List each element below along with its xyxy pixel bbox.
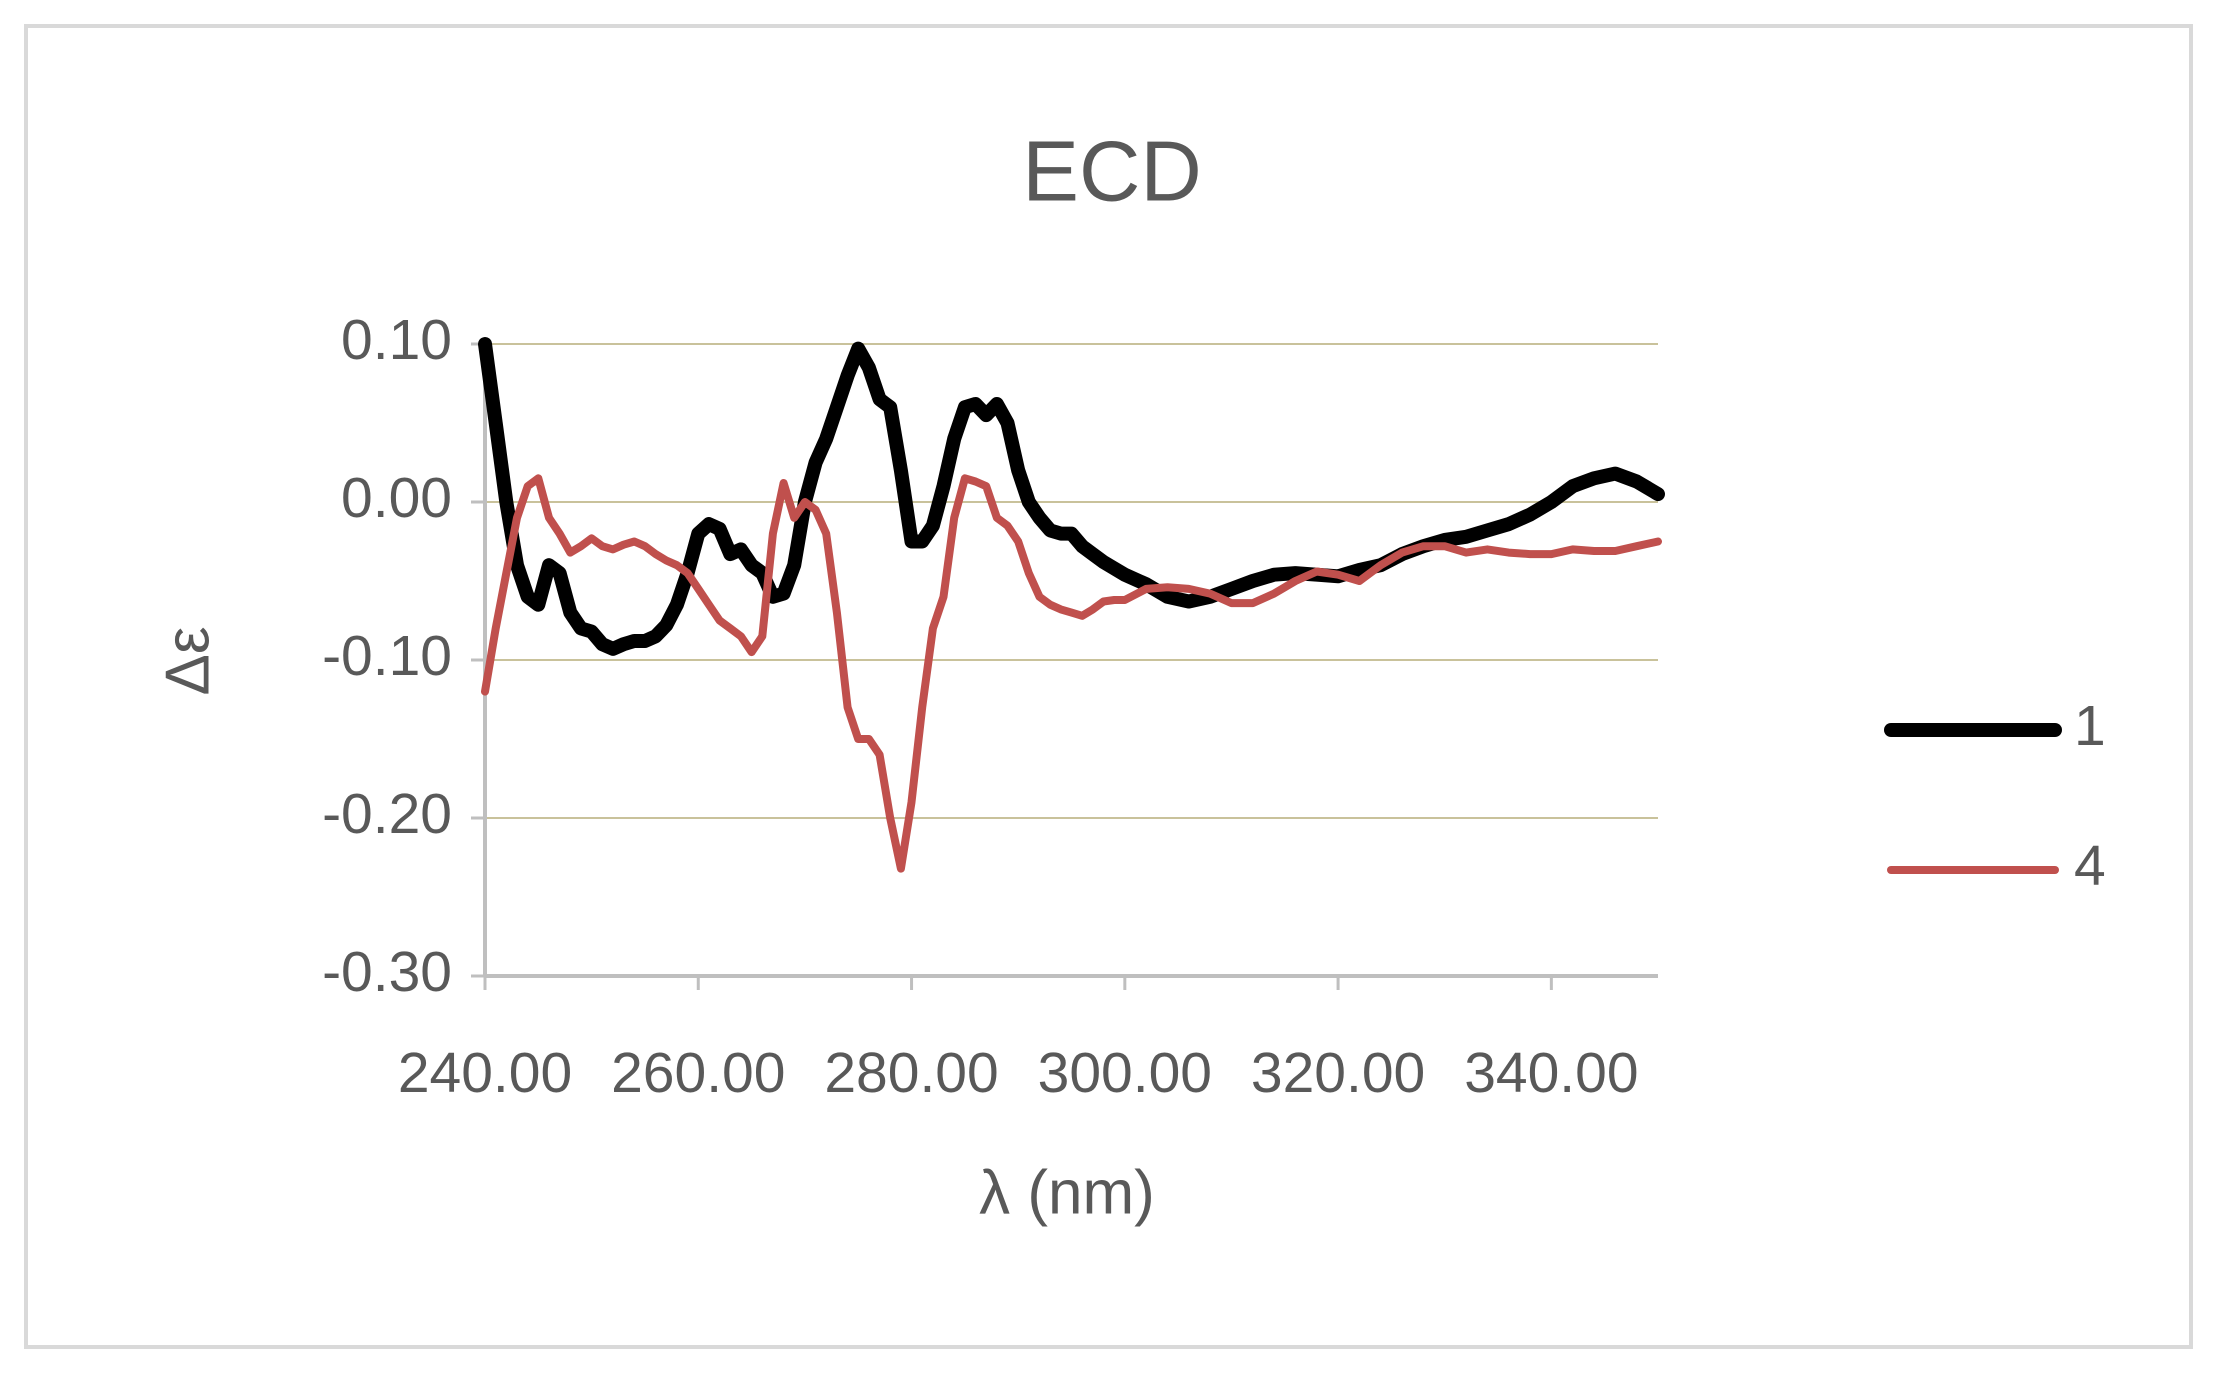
x-axis-label: λ (nm) (979, 1158, 1155, 1227)
chart-border (24, 24, 2193, 1349)
x-tick-label: 280.00 (824, 1041, 998, 1105)
y-axis-label: Δε (153, 626, 222, 695)
x-tick-label: 300.00 (1038, 1041, 1212, 1105)
legend-label: 1 (2074, 694, 2106, 758)
x-tick-label: 320.00 (1251, 1041, 1425, 1105)
x-tick-label: 260.00 (611, 1041, 785, 1105)
y-tick-label: -0.30 (322, 940, 452, 1004)
x-tick-label: 240.00 (398, 1041, 572, 1105)
x-tick-label: 340.00 (1464, 1041, 1638, 1105)
y-tick-label: 0.00 (341, 466, 452, 530)
chart-title: ECD (1022, 124, 1201, 219)
y-tick-label: -0.10 (322, 624, 452, 688)
y-tick-label: 0.10 (341, 308, 452, 372)
series-line (481, 474, 1662, 873)
y-tick-label: -0.20 (322, 782, 452, 846)
series-line (478, 337, 1665, 656)
legend-label: 4 (2074, 834, 2106, 898)
